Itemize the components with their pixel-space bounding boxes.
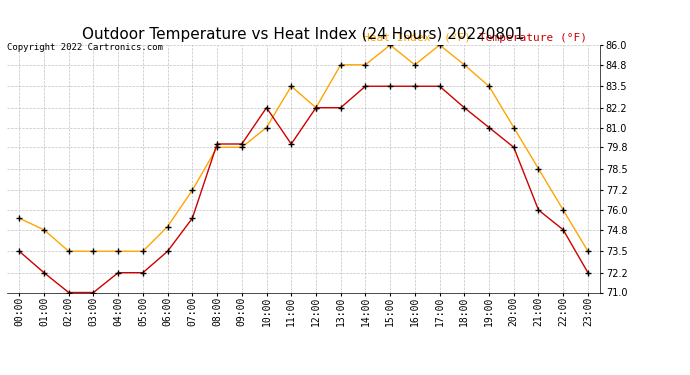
Text: Copyright 2022 Cartronics.com: Copyright 2022 Cartronics.com [7, 43, 163, 52]
Text: Heat Index  (°F): Heat Index (°F) [363, 33, 471, 42]
Text: Temperature (°F): Temperature (°F) [479, 33, 586, 42]
Title: Outdoor Temperature vs Heat Index (24 Hours) 20220801: Outdoor Temperature vs Heat Index (24 Ho… [83, 27, 524, 42]
